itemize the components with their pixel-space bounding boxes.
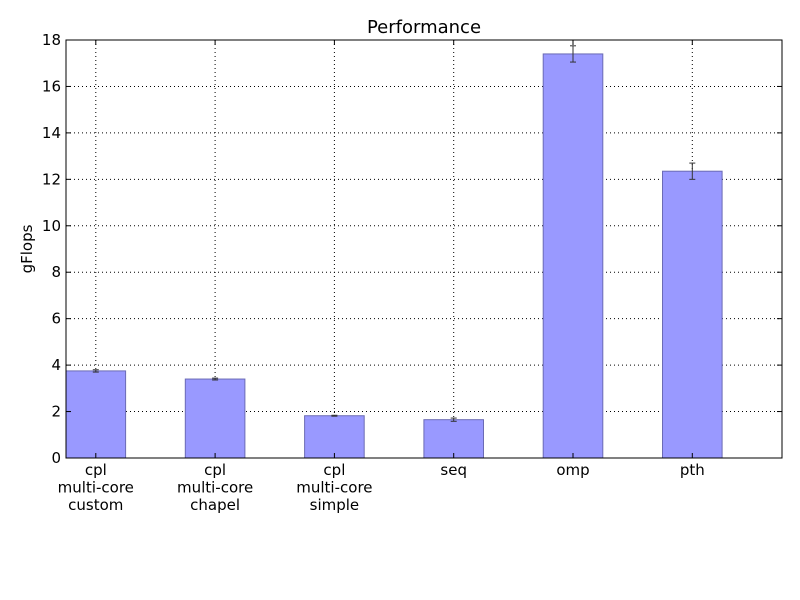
- y-tick-label: 2: [51, 403, 61, 421]
- x-tick-label: omp: [556, 461, 589, 479]
- bar: [65, 370, 127, 459]
- bar: [304, 415, 365, 459]
- bar: [542, 53, 604, 459]
- y-tick-labels: 0 2 4 6 8 10 12 14 16 18: [42, 31, 61, 467]
- plot-frame: [65, 39, 783, 459]
- bar: [423, 419, 484, 459]
- x-tick-label: cpl multi-core chapel: [177, 461, 253, 514]
- error-bars: [92, 45, 696, 422]
- x-tick-label: cpl multi-core custom: [58, 461, 134, 514]
- x-tick-labels: cpl multi-core custom cpl multi-core chapel cp…: [58, 461, 705, 514]
- y-tick-label: 16: [42, 77, 61, 95]
- y-axis-label: gFlops: [18, 224, 36, 273]
- x-tick-label: cpl multi-core simple: [296, 461, 372, 514]
- y-tick-label: 0: [51, 449, 61, 467]
- bar: [662, 170, 723, 459]
- chart-title: Performance: [367, 17, 481, 38]
- y-tick-label: 14: [42, 124, 61, 142]
- y-tick-label: 12: [42, 170, 61, 188]
- y-tick-label: 6: [51, 310, 61, 328]
- y-tick-label: 4: [51, 356, 61, 374]
- x-tick-label: pth: [680, 461, 705, 479]
- x-tick-label: seq: [440, 461, 467, 479]
- axis-ticks: [66, 39, 782, 459]
- bars: [65, 53, 723, 459]
- y-tick-label: 18: [42, 31, 61, 49]
- y-tick-label: 10: [42, 217, 61, 235]
- bar: [184, 378, 246, 459]
- y-tick-label: 8: [51, 263, 61, 281]
